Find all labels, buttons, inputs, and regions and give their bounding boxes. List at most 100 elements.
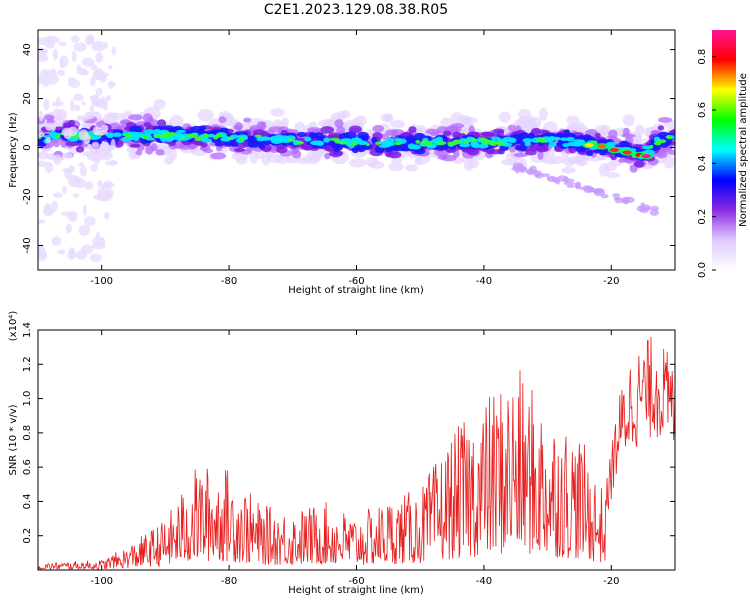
colorbar-tick-label: 0.4 bbox=[697, 155, 708, 171]
spectrogram-blob bbox=[153, 99, 166, 110]
spectrogram-blob bbox=[103, 115, 113, 124]
spectrogram-blob bbox=[126, 146, 136, 153]
spectrogram-blob bbox=[80, 165, 87, 177]
spectrogram-blob bbox=[404, 137, 418, 143]
spectrogram-blob bbox=[38, 141, 46, 147]
spectrogram-blob bbox=[200, 146, 207, 151]
spectrogram-blob bbox=[579, 186, 588, 191]
spectrogram-blob bbox=[45, 122, 55, 131]
spectrogram-blob bbox=[53, 108, 60, 116]
spectrogram-blob bbox=[577, 153, 589, 167]
spectrogram-blob bbox=[108, 80, 114, 89]
y-tick-label: 0 bbox=[22, 144, 33, 150]
spectrogram-blob bbox=[340, 138, 352, 142]
spectrogram-blob bbox=[88, 34, 95, 45]
spectrogram-blob bbox=[563, 176, 569, 184]
spectrogram-blob bbox=[470, 138, 478, 143]
spectrogram-blob bbox=[106, 132, 115, 139]
spectrogram-blob bbox=[259, 121, 267, 130]
spectrogram-blob bbox=[365, 142, 370, 146]
spectrogram-blob bbox=[323, 137, 330, 143]
spectrogram-blob bbox=[598, 163, 610, 177]
spectrogram-blob bbox=[270, 107, 285, 117]
spectrogram-blob bbox=[514, 137, 524, 145]
spectrogram-blob bbox=[153, 134, 163, 138]
spectrogram-blob bbox=[599, 150, 606, 156]
spectrogram-blob bbox=[38, 131, 45, 138]
spectrogram-blob bbox=[75, 145, 85, 153]
spectrogram-blob bbox=[58, 41, 68, 47]
spectrogram-blob bbox=[492, 128, 505, 134]
spectrogram-blob bbox=[415, 140, 421, 144]
spectrogram-blob bbox=[513, 152, 528, 158]
spectrogram-blob bbox=[334, 138, 340, 144]
spectrogram-blob bbox=[110, 138, 116, 151]
spectrogram-blob bbox=[653, 136, 660, 140]
spectrogram-blob bbox=[356, 144, 367, 153]
spectrogram-blob bbox=[538, 107, 548, 121]
spectrogram-blob bbox=[52, 192, 63, 198]
spectrogram-blob bbox=[600, 194, 609, 199]
spectrogram-blob bbox=[594, 132, 601, 139]
spectrogram-blob bbox=[532, 170, 543, 177]
colorbar-tick-label: 0.0 bbox=[697, 262, 708, 278]
spectrogram-blob bbox=[82, 117, 88, 122]
spectrogram-blob bbox=[95, 87, 103, 96]
spectrogram-blob bbox=[513, 164, 525, 171]
spectrogram-blob bbox=[275, 146, 288, 154]
y-tick-label: 1.0 bbox=[22, 391, 33, 407]
spectrogram-blob bbox=[633, 160, 645, 168]
colorbar-gradient bbox=[712, 30, 736, 270]
spectrogram-blob bbox=[246, 146, 253, 152]
spectrogram-blob bbox=[609, 148, 619, 152]
spectrogram-blob bbox=[336, 110, 346, 121]
spectrogram-blob bbox=[103, 41, 109, 49]
spectrogram-blob bbox=[161, 133, 168, 138]
spectrogram-blob bbox=[597, 144, 607, 149]
spectrogram-blob bbox=[372, 124, 385, 133]
spectrogram-blob bbox=[264, 137, 277, 141]
spectrogram-blob bbox=[218, 116, 227, 124]
spectrogram-blob bbox=[529, 165, 537, 173]
x-tick-label: -60 bbox=[348, 276, 364, 287]
spectrogram-blob bbox=[187, 133, 192, 138]
y-tick-label: 0.2 bbox=[22, 528, 33, 544]
spectrogram-blob bbox=[45, 35, 53, 43]
spectrogram-blob bbox=[91, 236, 106, 247]
spectrogram-blob bbox=[600, 124, 611, 136]
spectrogram-blob bbox=[308, 132, 317, 139]
spectrogram-blob bbox=[618, 158, 625, 164]
spectrogram-blob bbox=[91, 40, 106, 52]
spectrogram-blob bbox=[70, 35, 80, 44]
spectrogram-blob bbox=[38, 219, 46, 224]
colorbar-tick-label: 0.8 bbox=[697, 49, 708, 65]
spectrogram-blob bbox=[62, 185, 67, 194]
spectrogram-blob bbox=[470, 141, 480, 147]
spectrogram-blob bbox=[128, 114, 143, 121]
spectrogram-blob bbox=[93, 153, 101, 165]
x-tick-label: -80 bbox=[221, 576, 237, 587]
spectrogram-blob bbox=[89, 104, 95, 115]
y-tick-label: 0.4 bbox=[22, 493, 33, 509]
spectrogram-blob bbox=[388, 162, 404, 172]
snr-series-line bbox=[38, 336, 675, 570]
spectrogram-blob bbox=[328, 132, 342, 139]
spectrogram-blob bbox=[535, 173, 540, 178]
spectrogram-blob bbox=[63, 122, 72, 128]
spectrogram-blob bbox=[100, 124, 109, 132]
spectrogram-blob bbox=[54, 126, 65, 131]
snr-y-scale-label: (x10⁴) bbox=[8, 311, 19, 342]
spectrogram-blob bbox=[408, 126, 417, 133]
spectrogram-blob bbox=[582, 134, 592, 140]
spectrogram-blob bbox=[498, 111, 512, 123]
spectrogram-blob bbox=[391, 156, 403, 165]
spectrogram-blob bbox=[81, 57, 95, 67]
spectrogram-blob bbox=[531, 127, 541, 136]
spectrogram-blob bbox=[525, 149, 537, 156]
spectrogram-blob bbox=[540, 173, 551, 178]
spectrogram-blob bbox=[381, 133, 390, 141]
x-tick-label: -20 bbox=[603, 576, 619, 587]
spectrogram-blob bbox=[189, 132, 198, 138]
spectrogram-blob bbox=[489, 141, 498, 147]
spectrogram-blob bbox=[650, 205, 659, 212]
